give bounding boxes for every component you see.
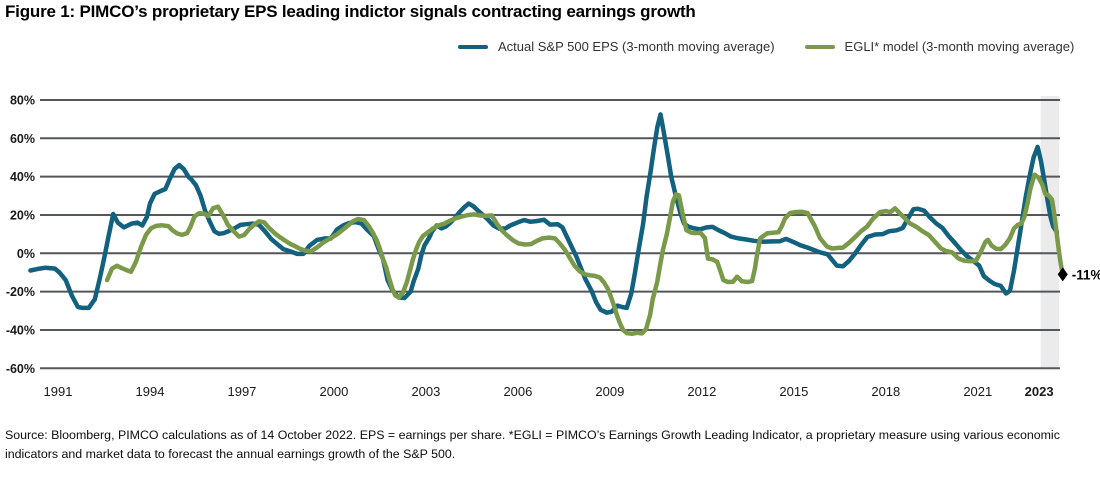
x-tick-label: 2015	[779, 384, 808, 399]
x-tick-label: 1991	[44, 384, 73, 399]
x-tick-label: 2003	[411, 384, 440, 399]
x-axis-labels: 1991 1994 1997 2000 2003 2006 2009 2012 2015 2018…	[44, 384, 1054, 399]
eps-line-chart: 80% 60% 40% 20% 0% -20% -40% -60% 1991 1994 1997 20…	[6, 93, 1100, 399]
series-actual-eps	[28, 112, 1060, 315]
legend-item-egli-model: EGLI* model (3-month moving average)	[804, 39, 1075, 54]
x-tick-label: 2023	[1025, 384, 1054, 399]
y-tick-label: -40%	[6, 323, 35, 337]
figure-title: Figure 1: PIMCO’s proprietary EPS leadin…	[5, 2, 696, 21]
x-tick-label: 2012	[687, 384, 716, 399]
y-tick-label: 60%	[10, 132, 35, 146]
forecast-band	[1040, 96, 1060, 369]
x-tick-label: 2000	[319, 384, 348, 399]
legend: Actual S&P 500 EPS (3-month moving avera…	[458, 39, 1074, 54]
y-axis-labels: 80% 60% 40% 20% 0% -20% -40% -60%	[6, 93, 35, 375]
line-swatch-egli-model	[804, 44, 835, 49]
x-tick-label: 2021	[963, 384, 992, 399]
chart-canvas: 80% 60% 40% 20% 0% -20% -40% -60% 1991 1994 1997 20…	[6, 93, 1100, 399]
y-tick-label: 20%	[10, 208, 35, 222]
x-tick-label: 1994	[136, 384, 165, 399]
x-tick-label: 1997	[227, 384, 256, 399]
x-tick-label: 2006	[503, 384, 532, 399]
source-note: Source: Bloomberg, PIMCO calculations as…	[5, 428, 1060, 462]
y-tick-label: -60%	[6, 362, 35, 376]
diamond-marker	[1057, 267, 1068, 282]
y-tick-label: 0%	[17, 247, 35, 261]
x-tick-label: 2018	[871, 384, 900, 399]
y-tick-label: -20%	[6, 285, 35, 299]
legend-label-egli-model: EGLI* model (3-month moving average)	[844, 39, 1075, 54]
series-egli-model	[104, 172, 1065, 337]
y-tick-label: 80%	[10, 93, 35, 107]
y-tick-label: 40%	[10, 170, 35, 184]
annotation-value-label: -11%	[1072, 267, 1100, 282]
gridlines	[40, 98, 1060, 370]
legend-item-actual-eps: Actual S&P 500 EPS (3-month moving avera…	[458, 39, 775, 54]
x-tick-label: 2009	[595, 384, 624, 399]
annotation-endpoint: -11%	[1057, 267, 1100, 282]
legend-label-actual-eps: Actual S&P 500 EPS (3-month moving avera…	[498, 39, 775, 54]
line-swatch-actual-eps	[458, 44, 488, 49]
